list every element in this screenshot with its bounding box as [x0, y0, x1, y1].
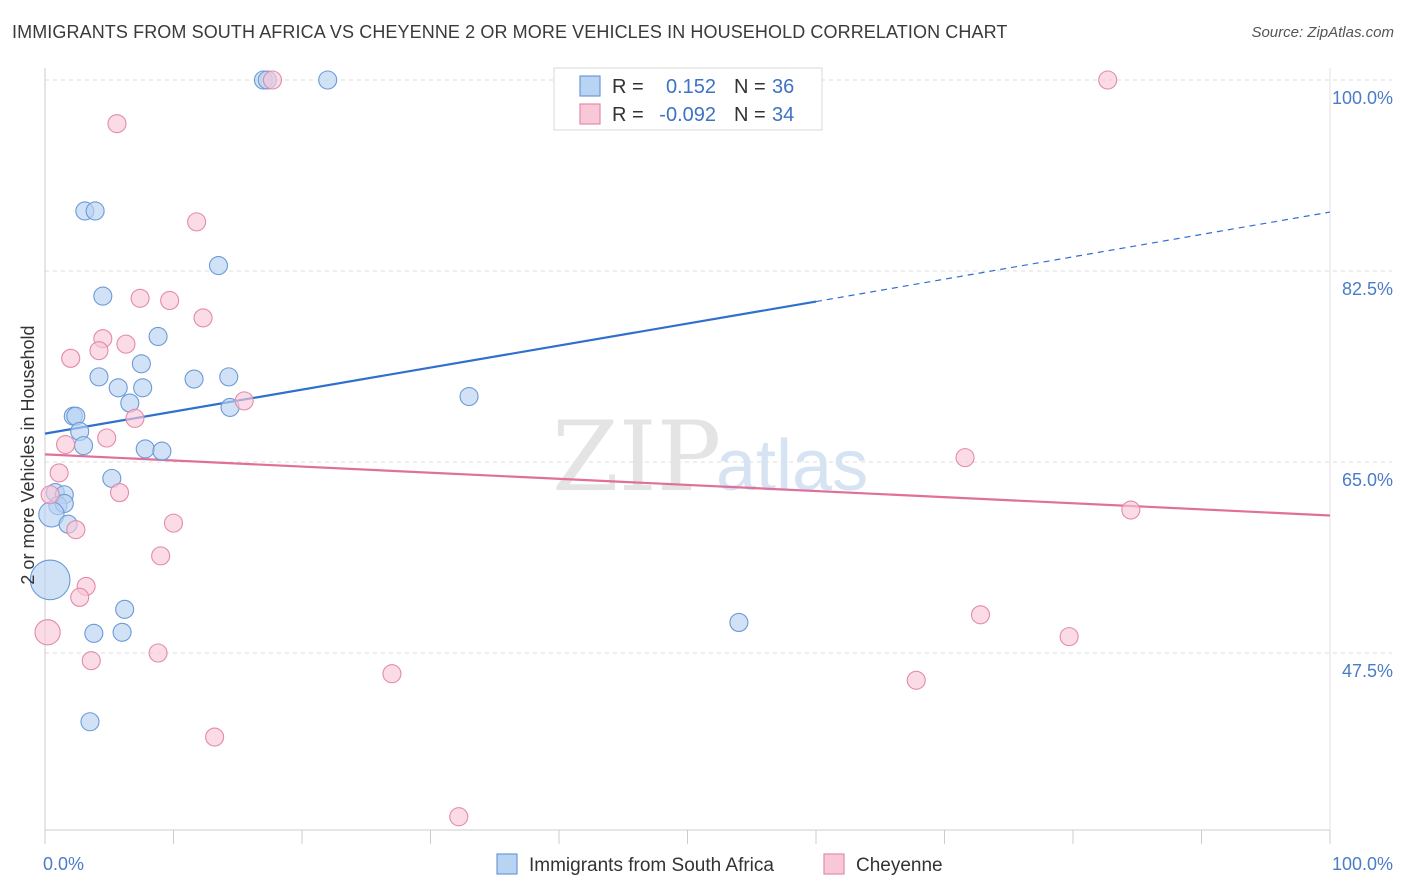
cheyenne-point	[109, 483, 130, 503]
cheyenne-point	[906, 670, 926, 690]
x-tick-labels: 0.0% 100.0%	[43, 854, 1393, 874]
cheyenne-point	[40, 485, 60, 505]
cheyenne-point	[163, 513, 184, 533]
cheyenne-point	[160, 290, 180, 311]
cheyenne-point	[1098, 70, 1118, 90]
watermark-atlas: atlas	[716, 426, 868, 506]
legend-n-value-blue: 36	[772, 76, 794, 98]
watermark-zip: ZIP	[552, 401, 721, 513]
cheyenne-point	[34, 619, 61, 646]
cheyenne-point	[81, 651, 101, 671]
x-tick-label-min: 0.0%	[43, 854, 84, 874]
south-africa-point	[115, 599, 135, 619]
data-points	[29, 70, 1141, 827]
south-africa-point	[131, 354, 151, 374]
legend-r-label-pink: R =	[612, 104, 644, 126]
south-africa-point	[84, 623, 104, 643]
legend-swatch-blue	[579, 75, 601, 97]
y-tick-label: 65.0%	[1342, 470, 1393, 490]
south-africa-point	[152, 441, 172, 461]
grid-lines	[45, 79, 1392, 654]
cheyenne-point	[1121, 500, 1141, 520]
legend-r-value-pink: -0.092	[659, 104, 716, 126]
cheyenne-point	[116, 334, 136, 354]
cheyenne-point	[66, 520, 86, 540]
bottom-legend: Immigrants from South Africa Cheyenne	[496, 853, 943, 876]
cheyenne-point	[70, 587, 90, 607]
south-africa-point	[729, 612, 749, 632]
cheyenne-point	[61, 348, 81, 368]
south-africa-point	[133, 378, 153, 398]
south-africa-point	[93, 286, 113, 306]
legend-r-label-blue: R =	[612, 76, 644, 98]
y-tick-labels: 47.5% 65.0% 82.5% 100.0%	[1332, 88, 1393, 681]
cheyenne-point	[234, 391, 254, 411]
cheyenne-point	[262, 70, 282, 90]
south-africa-point	[108, 378, 128, 398]
x-tick-label-max: 100.0%	[1332, 854, 1393, 874]
source-label: Source: ZipAtlas.com	[1251, 24, 1394, 41]
south-africa-point	[29, 559, 71, 601]
south-africa-point	[459, 386, 479, 407]
south-africa-point	[89, 367, 109, 387]
cheyenne-point	[97, 428, 117, 448]
axes	[44, 68, 1331, 844]
south-africa-point	[112, 622, 132, 642]
bottom-legend-swatch-blue	[496, 853, 518, 875]
legend-n-label-pink: N =	[734, 104, 766, 126]
cheyenne-point	[449, 807, 469, 827]
legend-swatch-pink	[579, 103, 601, 125]
south-africa-point	[184, 369, 204, 389]
bottom-legend-label-blue: Immigrants from South Africa	[529, 855, 774, 876]
chart-title: IMMIGRANTS FROM SOUTH AFRICA VS CHEYENNE…	[12, 22, 1008, 42]
south-africa-point	[85, 201, 105, 221]
cheyenne-point	[56, 434, 76, 455]
south-africa-point	[219, 367, 239, 387]
cheyenne-point	[193, 308, 213, 328]
south-africa-point	[135, 439, 155, 459]
y-tick-label: 47.5%	[1342, 661, 1393, 681]
cheyenne-trend-line	[44, 453, 1331, 517]
bottom-legend-swatch-pink	[823, 853, 845, 875]
legend-n-value-pink: 34	[772, 104, 794, 126]
cheyenne-point	[130, 288, 150, 308]
legend-r-value-blue: 0.152	[666, 76, 716, 98]
y-axis-label: 2 or more Vehicles in Household	[18, 325, 38, 584]
south-africa-point	[318, 70, 338, 90]
cheyenne-point	[1059, 627, 1079, 647]
cheyenne-point	[49, 463, 69, 483]
legend-n-label-blue: N =	[734, 76, 766, 98]
south-africa-point	[74, 436, 94, 456]
south-africa-point	[80, 712, 100, 732]
cheyenne-point	[187, 212, 207, 232]
cheyenne-point	[107, 114, 127, 134]
trend-lines	[44, 211, 1331, 517]
cheyenne-point	[89, 341, 109, 361]
bottom-legend-label-pink: Cheyenne	[856, 855, 943, 876]
south-africa-point	[208, 255, 229, 276]
stats-legend: R = 0.152 N = 36 R = -0.092 N = 34	[553, 67, 823, 131]
south-africa-trend-extension	[815, 211, 1331, 303]
south-africa-trend-line	[44, 300, 817, 435]
cheyenne-point	[125, 408, 145, 428]
cheyenne-point	[148, 643, 168, 663]
cheyenne-point	[205, 727, 225, 747]
cheyenne-point	[970, 605, 991, 625]
cheyenne-point	[955, 448, 975, 468]
y-tick-label: 82.5%	[1342, 279, 1393, 299]
south-africa-point	[148, 326, 168, 347]
y-tick-label: 100.0%	[1332, 88, 1393, 108]
cheyenne-point	[151, 546, 171, 566]
cheyenne-point	[382, 664, 402, 684]
